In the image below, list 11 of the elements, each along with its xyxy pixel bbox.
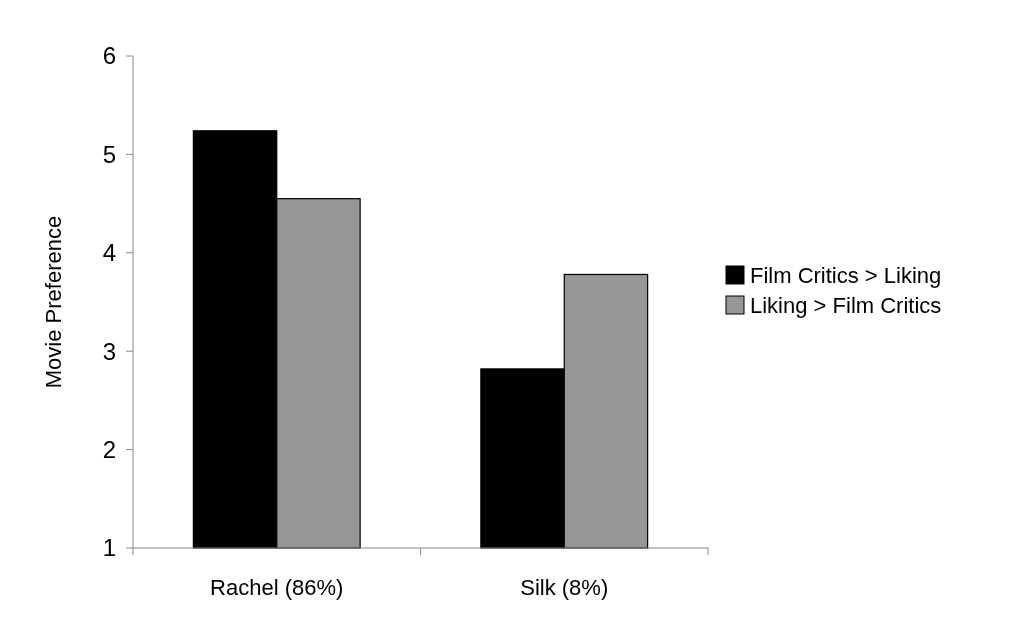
y-tick-label: 1 <box>102 534 116 562</box>
y-axis-title: Movie Preference <box>41 215 66 389</box>
y-tick-label: 4 <box>102 239 116 267</box>
y-tick-label: 2 <box>102 436 116 463</box>
y-tick-label: 6 <box>102 42 116 70</box>
legend-label: Liking > Film Critics <box>750 292 942 318</box>
y-tick-label: 3 <box>102 337 116 365</box>
x-tick-label: Silk (8%) <box>520 575 609 600</box>
x-tick-label: Rachel (86%) <box>210 575 344 600</box>
y-tick-label: 5 <box>102 140 116 168</box>
legend-label: Film Critics > Liking <box>750 262 942 288</box>
